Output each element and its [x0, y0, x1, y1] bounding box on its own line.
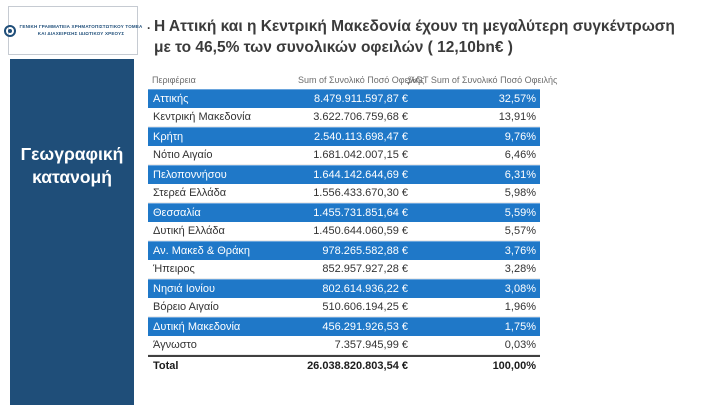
headline-line2: με το 46,5% των συνολικών οφειλών ( 12,1… — [154, 38, 513, 56]
table-body: Αττικής 8.479.911.597,87 € 32,57% Κεντρική … — [148, 89, 540, 355]
org-logo: ΓΕΝΙΚΗ ΓΡΑΜΜΑΤΕΙΑ ΧΡΗΜΑΤΟΠΙΣΤΩΤΙΚΟΥ ΤΟΜΕ… — [3, 6, 142, 55]
region-cell: Ήπειρος — [153, 263, 195, 275]
amount-cell: 802.614.936,22 € — [322, 283, 408, 295]
pct-cell: 6,46% — [504, 149, 536, 161]
pct-cell: 9,76% — [504, 131, 536, 143]
amount-cell: 1.644.142.644,69 € — [313, 169, 408, 181]
region-cell: Δυτική Ελλάδα — [153, 225, 225, 237]
table-row[interactable]: Θεσσαλία 1.455.731.851,64 € 5,59% — [148, 203, 540, 222]
amount-cell: 456.291.926,53 € — [322, 321, 408, 333]
table-row[interactable]: Κρήτη 2.540.113.698,47 € 9,76% — [148, 127, 540, 146]
total-amount: 26.038.820.803,54 € — [307, 360, 408, 372]
header-sum-amount[interactable]: Sum of Συνολικό Ποσό Οφειλής — [298, 74, 425, 85]
amount-cell: 1.556.433.670,30 € — [313, 187, 408, 199]
amount-cell: 3.622.706.759,68 € — [313, 111, 408, 123]
table-row[interactable]: Νότιο Αιγαίο 1.681.042.007,15 € 6,46% — [148, 146, 540, 165]
bullet-icon: · — [147, 21, 151, 35]
pct-cell: 32,57% — [498, 93, 536, 105]
amount-cell: 1.681.042.007,15 € — [313, 149, 408, 161]
region-cell: Πελοποννήσου — [153, 169, 227, 181]
org-logo-text: ΓΕΝΙΚΗ ΓΡΑΜΜΑΤΕΙΑ ΧΡΗΜΑΤΟΠΙΣΤΩΤΙΚΟΥ ΤΟΜΕ… — [20, 24, 143, 38]
amount-cell: 7.357.945,99 € — [334, 339, 408, 351]
region-cell: Κεντρική Μακεδονία — [153, 111, 251, 123]
section-sidebar: Γεωγραφική κατανομή — [10, 59, 134, 405]
total-label: Total — [153, 360, 179, 372]
amount-cell: 510.606.194,25 € — [322, 301, 408, 313]
amount-cell: 978.265.582,88 € — [322, 245, 408, 257]
region-cell: Θεσσαλία — [153, 207, 201, 219]
amount-cell: 1.450.644.060,59 € — [313, 225, 408, 237]
amount-cell: 852.957.927,28 € — [322, 263, 408, 275]
regions-debt-table: Περιφέρεια Sum of Συνολικό Ποσό Οφειλής … — [148, 70, 558, 375]
region-cell: Άγνωστο — [153, 339, 197, 351]
slide-headline: · Η Αττική και η Κεντρική Μακεδονία έχου… — [147, 17, 717, 58]
header-region[interactable]: Περιφέρεια — [152, 74, 196, 85]
headline-line1: Η Αττική και η Κεντρική Μακεδονία έχουν … — [154, 18, 675, 35]
region-cell: Αττικής — [153, 93, 189, 105]
amount-cell: 8.479.911.597,87 € — [314, 93, 408, 105]
table-row[interactable]: Ήπειρος 852.957.927,28 € 3,28% — [148, 260, 540, 279]
pct-cell: 5,57% — [504, 225, 536, 237]
region-cell: Νησιά Ιονίου — [153, 283, 215, 295]
table-row[interactable]: Κεντρική Μακεδονία 3.622.706.759,68 € 13,9… — [148, 108, 540, 127]
pct-cell: 0,03% — [504, 339, 536, 351]
table-row[interactable]: Άγνωστο 7.357.945,99 € 0,03% — [148, 336, 540, 355]
table-row[interactable]: Αττικής 8.479.911.597,87 € 32,57% — [148, 89, 540, 108]
region-cell: Στερεά Ελλάδα — [153, 187, 227, 199]
pct-cell: 1,75% — [504, 321, 536, 333]
pct-cell: 3,28% — [504, 263, 536, 275]
table-row[interactable]: Βόρειο Αιγαίο 510.606.194,25 € 1,96% — [148, 298, 540, 317]
table-row[interactable]: Νησιά Ιονίου 802.614.936,22 € 3,08% — [148, 279, 540, 298]
section-title: Γεωγραφική κατανομή — [20, 144, 124, 188]
pct-cell: 5,59% — [504, 207, 536, 219]
sort-descending-icon[interactable]: ▼ — [406, 81, 411, 87]
org-name-line2: ΚΑΙ ΔΙΑΧΕΙΡΙΣΗΣ ΙΔΙΩΤΙΚΟΥ ΧΡΕΟΥΣ — [37, 30, 125, 36]
table-total-row: Total 26.038.820.803,54 € 100,00% — [148, 355, 540, 375]
table-row[interactable]: Αν. Μακεδ & Θράκη 978.265.582,88 € 3,76% — [148, 241, 540, 260]
region-cell: Κρήτη — [153, 131, 184, 143]
pct-cell: 3,08% — [504, 283, 536, 295]
government-emblem-icon — [3, 24, 16, 37]
table-row[interactable]: Στερεά Ελλάδα 1.556.433.670,30 € 5,98% — [148, 184, 540, 203]
pct-cell: 5,98% — [504, 187, 536, 199]
table-row[interactable]: Δυτική Ελλάδα 1.450.644.060,59 € 5,57% — [148, 222, 540, 241]
slide-headline-text: Η Αττική και η Κεντρική Μακεδονία έχουν … — [154, 17, 675, 58]
table-header-row: Περιφέρεια Sum of Συνολικό Ποσό Οφειλής … — [148, 70, 558, 89]
region-cell: Δυτική Μακεδονία — [153, 321, 241, 333]
pct-cell: 3,76% — [504, 245, 536, 257]
region-cell: Αν. Μακεδ & Θράκη — [153, 245, 251, 257]
amount-cell: 2.540.113.698,47 € — [314, 131, 408, 143]
org-name-line1: ΓΕΝΙΚΗ ΓΡΑΜΜΑΤΕΙΑ ΧΡΗΜΑΤΟΠΙΣΤΩΤΙΚΟΥ ΤΟΜΕ… — [19, 23, 143, 29]
pct-cell: 1,96% — [504, 301, 536, 313]
total-pct: 100,00% — [492, 360, 536, 372]
amount-cell: 1.455.731.851,64 € — [313, 207, 408, 219]
table-row[interactable]: Δυτική Μακεδονία 456.291.926,53 € 1,75% — [148, 317, 540, 336]
region-cell: Νότιο Αιγαίο — [153, 149, 213, 161]
region-cell: Βόρειο Αιγαίο — [153, 301, 219, 313]
table-row[interactable]: Πελοποννήσου 1.644.142.644,69 € 6,31% — [148, 165, 540, 184]
pct-cell: 13,91% — [498, 111, 536, 123]
pct-cell: 6,31% — [504, 169, 536, 181]
header-pct-grand-total[interactable]: %GT Sum of Συνολικό Ποσό Οφειλής — [408, 74, 558, 85]
